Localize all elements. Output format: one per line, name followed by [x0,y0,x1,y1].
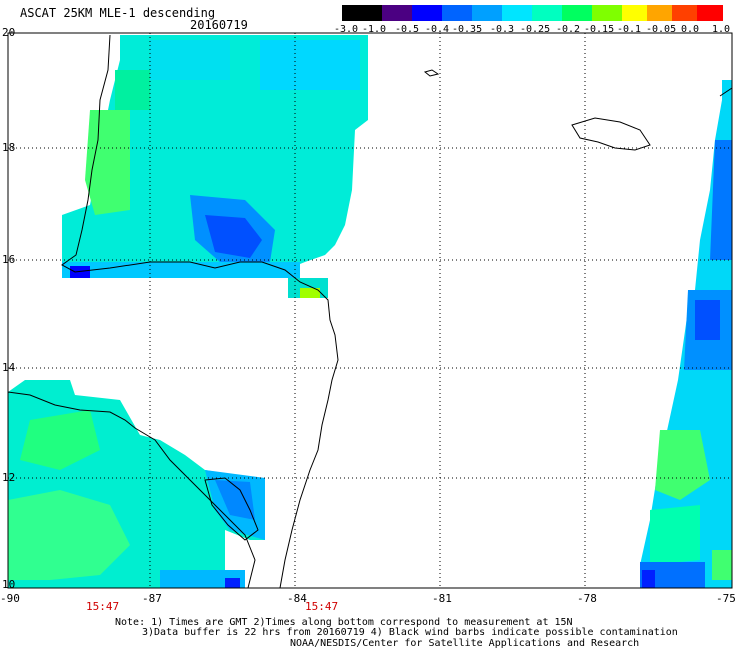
colorbar-label: -0.05 [646,24,677,35]
colorbar-segment [562,5,592,21]
colorbar-segment [382,5,412,21]
colorbar-label: -0.35 [452,24,483,35]
colorbar-label: -1.0 [362,24,387,35]
colorbar-segment [472,5,502,21]
colorbar-label: 0.0 [681,24,700,35]
colorbar-label: -0.25 [520,24,551,35]
lat-label: 20 [2,26,16,39]
time-label: 15:47 [86,600,120,613]
notes-line: 3)Data buffer is 22 hrs from 20160719 4)… [142,627,678,638]
colorbar-segment [647,5,672,21]
lon-label: -90 [0,592,20,605]
colorbar-label: -3.0 [334,24,359,35]
colorbar-label: -0.5 [395,24,420,35]
wind-swath-northwest [62,35,368,298]
lat-label: 10 [2,578,16,591]
product-date: 20160719 [190,18,248,32]
notes-line: Note: 1) Times are GMT 2)Times along bot… [115,617,573,628]
graticule [8,33,732,588]
lon-label: -84 [287,592,307,605]
colorbar-segment [622,5,647,21]
lat-label: 14 [2,361,16,374]
coastline [7,34,733,589]
colorbar-label: 1.0 [712,24,731,35]
map-frame [7,32,733,589]
colorbar-label: -0.2 [556,24,581,35]
colorbar-segment [342,5,382,21]
colorbar-label: -0.1 [617,24,642,35]
colorbar-segment [412,5,442,21]
lon-label: -87 [142,592,162,605]
credit-line: NOAA/NESDIS/Center for Satellite Applica… [290,638,640,649]
lat-label: 18 [2,141,16,154]
lon-label: -81 [432,592,452,605]
wind-swath-east [640,80,732,588]
colorbar-label: -0.4 [425,24,450,35]
product-title: ASCAT 25KM MLE-1 descending [20,6,216,20]
colorbar-segment [592,5,622,21]
colorbar [342,5,723,21]
map-area [7,32,733,589]
colorbar-segment [672,5,697,21]
colorbar-segment [442,5,472,21]
lat-label: 16 [2,253,16,266]
colorbar-segment [532,5,562,21]
lon-label: -75 [716,592,736,605]
colorbar-label: -0.3 [490,24,515,35]
lat-label: 12 [2,471,16,484]
time-label: 15:47 [305,600,339,613]
colorbar-segment [697,5,723,21]
colorbar-label: -0.15 [584,24,615,35]
wind-swath-southwest [8,380,265,588]
lon-label: -78 [577,592,597,605]
colorbar-segment [502,5,532,21]
